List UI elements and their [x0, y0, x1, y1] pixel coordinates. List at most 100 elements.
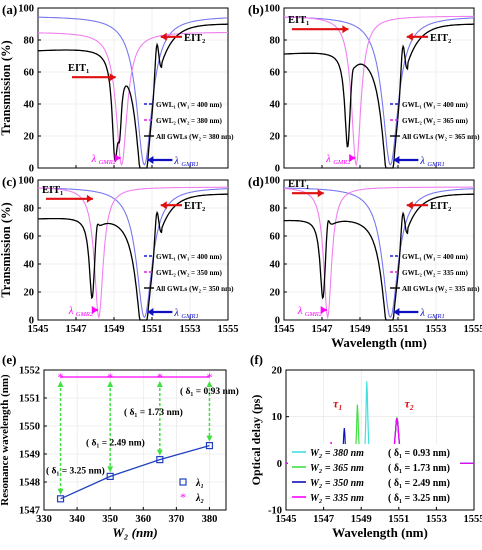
y-tick-label: 20 [270, 288, 281, 299]
eit1-arrow-head [86, 194, 93, 203]
panel-c: 0 20 40 60 80 100 1545 1547 1549 1551 1553 1555 GWL₁… [0, 174, 239, 335]
delta-arrow-head [156, 449, 163, 456]
delta-arrow-head [57, 488, 64, 495]
legend-gwl1-label: GWL₁ (W₁ = 400 nm) [156, 253, 223, 261]
x-tick-label: 1555 [464, 514, 482, 525]
y-tick-label: 0 [29, 316, 34, 327]
legend-gwl2-label: GWL₂ (W₂ = 335 nm) [402, 269, 469, 277]
y-axis-label: Transmission (%) [0, 202, 13, 297]
all-gwls-curve [38, 193, 228, 321]
legend-lambda2-swatch: * [180, 490, 186, 504]
delta-annotation: ( δ₁ = 0.93 nm) [180, 386, 239, 397]
tau1-label: τ₁ [333, 396, 343, 410]
panel-label: (b) [248, 2, 264, 17]
delta-arrow-head [107, 381, 114, 387]
legend-all-label: All GWLs (W₂ = 335 nm) [402, 285, 480, 293]
panel-label: (e) [2, 352, 16, 367]
lambda-gmr2-sub: GMR2 [99, 159, 117, 166]
lambda-gmr2-sub: GMR2 [305, 311, 323, 318]
all-gwls-curve [284, 23, 474, 169]
lambda2-marker: * [157, 370, 163, 384]
tau2-label: τ₂ [404, 396, 414, 410]
y-tick-label: 100 [264, 4, 280, 15]
y-tick-label: 1551 [19, 394, 40, 405]
plot-frame [283, 179, 475, 321]
lambda1-line [60, 444, 210, 500]
lambda1-marker [56, 495, 65, 503]
gwl1-curve [284, 187, 474, 318]
delta-arrow-head [206, 381, 213, 387]
legend-lambda1-label: λ₁ [195, 478, 204, 489]
y-tick-label: 0 [29, 164, 34, 175]
gwl2-curve [283, 186, 474, 320]
all-gwls-curve [284, 193, 474, 321]
eit2-arrow-head [406, 32, 413, 41]
gmr1-arrow-head [393, 308, 400, 316]
panel-f: -10 0 10 20 1545 1547 1549 1551 1553 1555 (f) Optic… [249, 352, 482, 540]
y-tick-label: 1552 [19, 366, 40, 377]
delta-annotation: ( δ₁ = 3.25 nm) [46, 466, 105, 477]
plot-frame [37, 7, 229, 169]
eit2-arrow-head [160, 32, 167, 41]
x-tick-label: 1555 [464, 324, 482, 335]
y-tick-label: 20 [24, 132, 35, 143]
lambda-gmr1-sub: GMR1 [427, 313, 444, 320]
y-axis-label: Resonance wavelength (nm) [0, 374, 11, 506]
gmr2-arrow-head [114, 154, 121, 162]
lambda-gmr2-sub: GMR2 [76, 311, 94, 318]
legend-label: W₂ = 350 nm [310, 478, 364, 489]
y-tick-label: 80 [24, 36, 35, 47]
gmr2-arrow-head [349, 154, 356, 162]
panel-d: 0 20 40 60 80 100 1545 1547 1549 1551 1553 1555 GWL₁… [248, 174, 482, 350]
delta-arrow-head [107, 466, 114, 473]
y-tick-label: 1550 [19, 422, 40, 433]
lambda2-marker: * [58, 370, 64, 384]
eit1-label: EIT₁ [288, 15, 309, 26]
x-axis-label: W₂ (nm) [112, 525, 157, 540]
x-tick-label: 1549 [351, 514, 372, 525]
x-tick-label: 330 [36, 514, 52, 525]
x-tick-label: 1547 [312, 324, 333, 335]
lambda2-marker: * [107, 370, 113, 384]
lambda-gmr2-sub: GMR2 [333, 159, 351, 166]
eit2-label: EIT₂ [430, 201, 451, 212]
x-tick-label: 1545 [276, 514, 297, 525]
legend-gwl2-label: GWL₂ (W₂ = 380 nm) [156, 117, 223, 125]
y-tick-label: 40 [270, 260, 281, 271]
legend-label: W₂ = 365 nm [310, 463, 364, 474]
eit2-arrow-head [160, 201, 167, 210]
delta-arrow-head [57, 381, 64, 387]
legend-gwl1-label: GWL₁ (W₁ = 400 nm) [402, 253, 469, 261]
lambda-gmr1-sub: GMR1 [427, 161, 444, 168]
gwl1-curve [38, 16, 228, 166]
y-tick-label: 1547 [19, 506, 40, 517]
plot-frame [37, 179, 229, 321]
legend-gwl1-label: GWL₁ (W₁ = 400 nm) [402, 101, 469, 109]
eit1-label: EIT₁ [68, 63, 89, 74]
y-tick-label: 60 [270, 68, 281, 79]
panel-b: 0 20 40 60 80 100 GWL₁ (W₁ = 400 nm) GWL₂ (W₂ =… [248, 2, 480, 175]
plot-frame [43, 369, 227, 511]
x-tick-label: 1553 [426, 324, 447, 335]
y-tick-label: 0 [277, 459, 282, 470]
gwl1-curve [38, 187, 228, 318]
y-tick-label: 60 [24, 68, 35, 79]
legend-gwl2-label: GWL₂ (W₂ = 350 nm) [156, 269, 223, 277]
legend-delta: ( δ₁ = 0.93 nm) [388, 448, 450, 459]
y-tick-label: 60 [270, 232, 281, 243]
y-tick-label: 40 [24, 100, 35, 111]
lambda1-marker [156, 456, 164, 464]
x-tick-label: 1553 [426, 514, 447, 525]
gmr1-arrow-head [147, 156, 154, 164]
lambda-gmr2-label: λ [68, 306, 74, 317]
y-tick-label: -10 [268, 506, 282, 517]
x-tick-label: 1551 [388, 324, 409, 335]
plot-frame [283, 7, 475, 169]
y-tick-label: 60 [24, 232, 35, 243]
eit1-label: EIT₁ [42, 185, 63, 196]
y-tick-label: 20 [24, 288, 35, 299]
legend-all-label: All GWLs (W₂ = 380 nm) [156, 133, 234, 141]
legend-label: W₂ = 380 nm [310, 448, 364, 459]
